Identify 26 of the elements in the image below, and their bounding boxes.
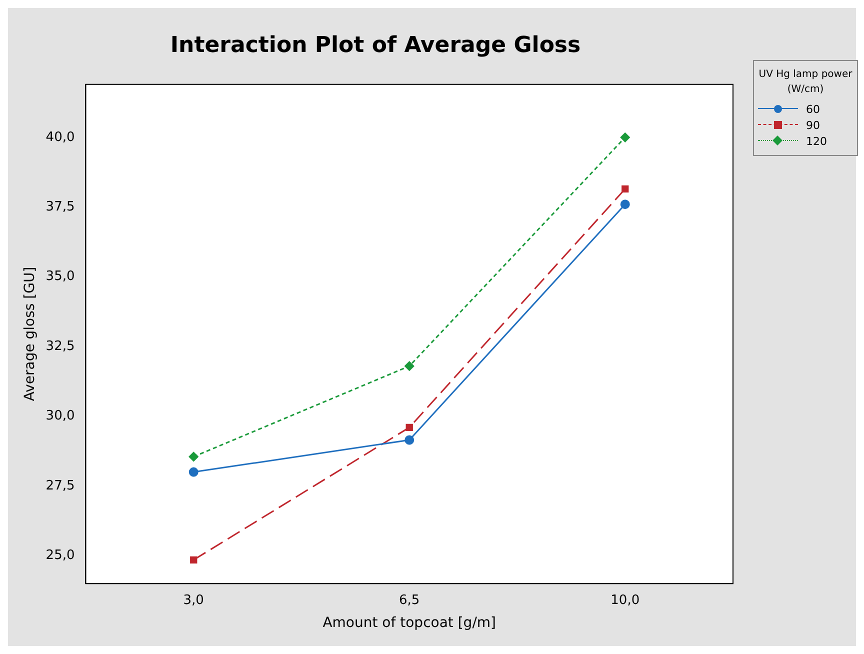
point [188,467,198,477]
point [190,556,198,564]
chart-title: Interaction Plot of Average Gloss [170,32,581,58]
y-tick-label: 40,0 [46,130,75,145]
y-tick-label: 27,5 [46,478,75,494]
x-tick-label: 3,0 [183,592,204,608]
point [188,452,198,462]
y-tick-label: 35,0 [46,269,75,284]
y-tick-label: 30,0 [46,408,75,424]
y-axis-title: Average gloss [GU] [22,266,38,402]
point [620,200,630,210]
y-tick-label: 25,0 [46,548,75,564]
y-tick-label: 37,5 [46,199,75,214]
point [620,132,630,142]
legend-label: 90 [806,118,820,132]
legend-label: 120 [806,134,827,148]
y-tick-label: 32,5 [46,338,75,354]
x-tick-label: 10,0 [610,592,640,608]
point [622,185,629,193]
legend-label: 60 [806,102,820,116]
legend-title: UV Hg lamp power (W/cm) [758,68,853,97]
point [404,361,414,371]
point [404,435,414,445]
x-tick-label: 6,5 [399,592,420,608]
point [406,424,413,432]
x-axis-title: Amount of topcoat [g/m] [322,615,496,632]
